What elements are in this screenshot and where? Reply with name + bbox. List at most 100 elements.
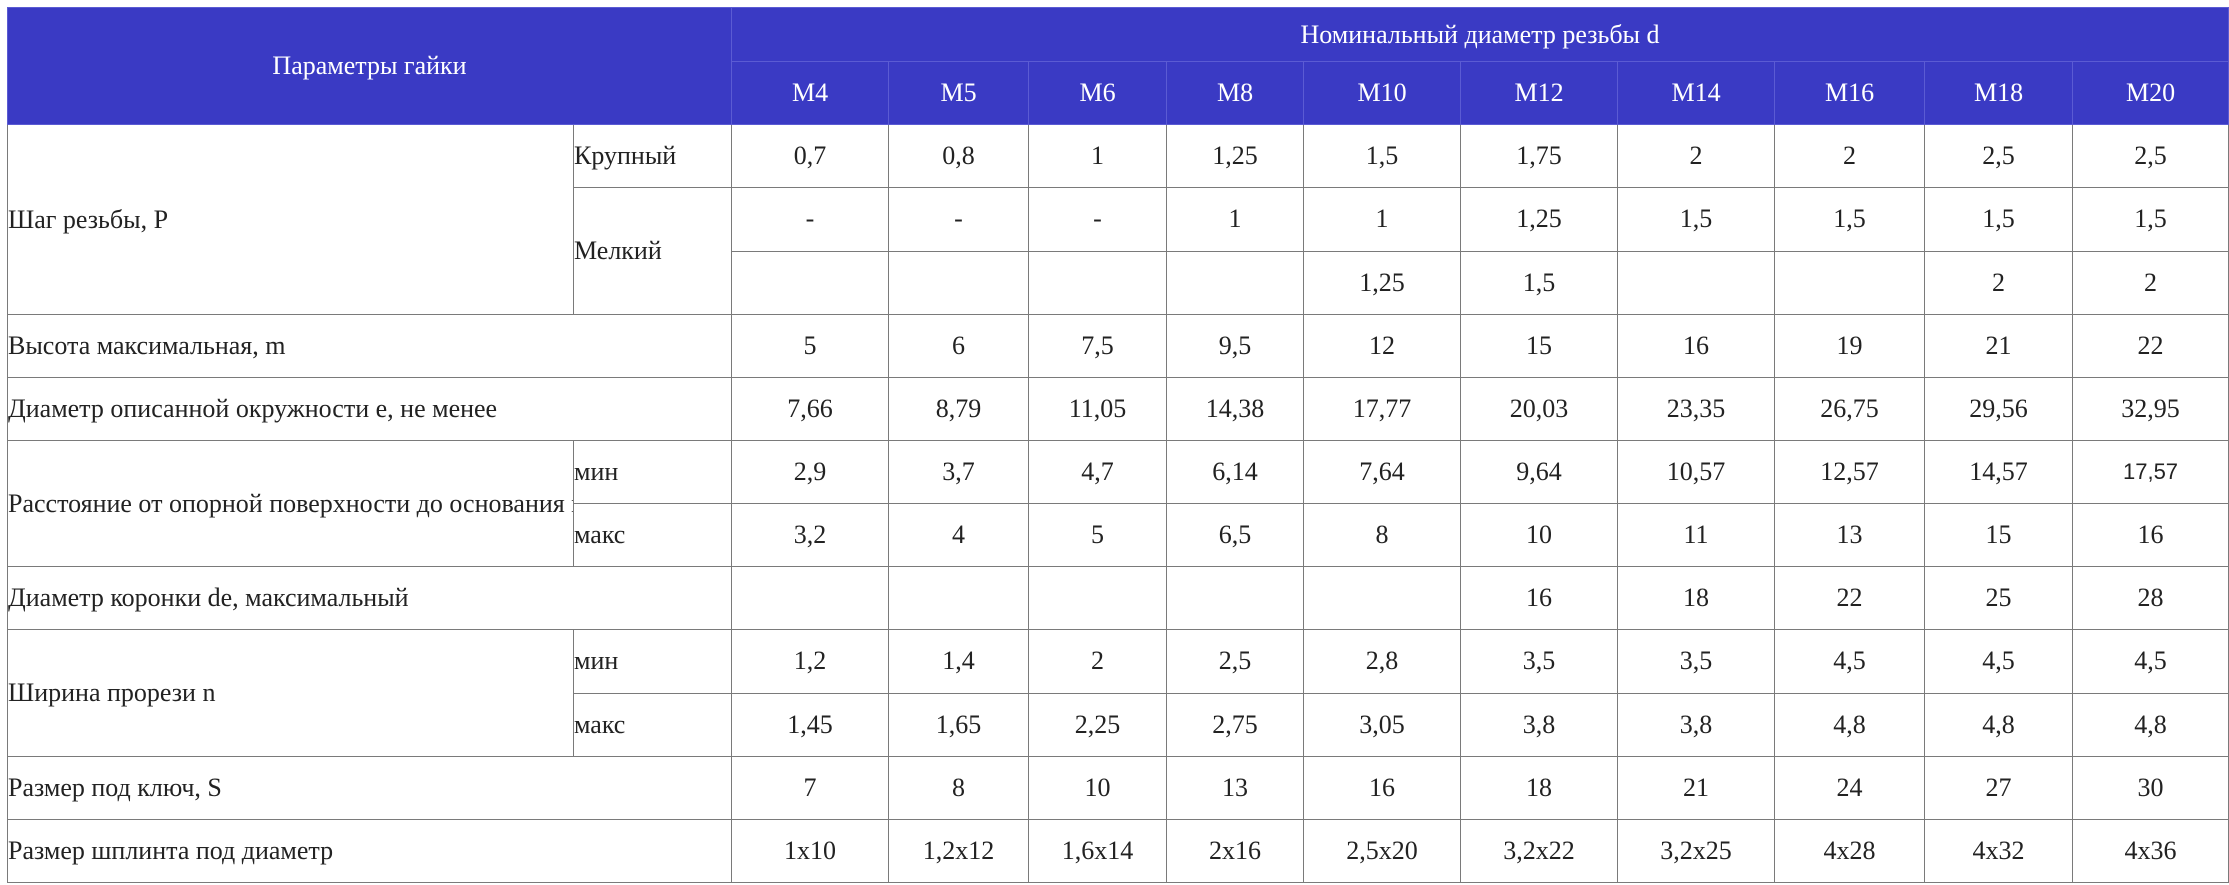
table-cell: 3,7: [888, 439, 1030, 505]
table-cell: 4: [888, 503, 1030, 568]
table-cell: 4,5: [1924, 629, 2074, 694]
table-cell: 1: [1166, 187, 1305, 252]
table-cell: 17,77: [1303, 376, 1462, 441]
table-cell: 2: [2072, 250, 2229, 315]
header-row-2: M4 M5 M6 M8 M10 M12 M14 M16 M18 M20: [8, 61, 2229, 126]
table-cell: 5: [731, 313, 890, 378]
table-cell: 1,6x14: [1028, 818, 1168, 884]
table-cell: 2,8: [1303, 629, 1462, 694]
table-cell: 1,45: [731, 692, 890, 757]
table-cell: 12,57: [1774, 439, 1926, 505]
fine-label: Мелкий: [572, 187, 733, 315]
table-cell: [1617, 250, 1776, 315]
table-cell: 14,57: [1924, 439, 2074, 505]
table-row-wrench-size: Размер под ключ, S 7 8 10 13 16 18 21 24…: [6, 755, 2229, 820]
table-row-pitch-fine-2: 1,25 1,5 2 2: [8, 250, 2229, 315]
table-cell: 19: [1774, 313, 1926, 378]
max-label: макс: [572, 692, 733, 757]
diameter-header: Номинальный диаметр резьбы d: [731, 6, 2229, 63]
table-cell: 2,75: [1166, 692, 1305, 757]
max-label: макс: [572, 503, 733, 568]
table-cell: -: [731, 187, 890, 252]
table-cell: 4,8: [1774, 692, 1926, 757]
table-cell: 1,2: [731, 629, 890, 694]
table-cell: [1028, 566, 1168, 631]
table-cell: 13: [1166, 755, 1305, 820]
size-header: M6: [1028, 61, 1168, 126]
table-cell: 1,65: [888, 692, 1030, 757]
nut-parameters-table: Параметры гайки Номинальный диаметр резь…: [6, 6, 2229, 884]
size-header: M4: [731, 61, 890, 126]
table-cell: 2: [1617, 124, 1776, 189]
table-cell: 11: [1617, 503, 1776, 568]
table-cell: 24: [1774, 755, 1926, 820]
table-cell: 15: [1460, 313, 1619, 378]
circumscribed-diameter-label: Диаметр описанной окружности e, не менее: [6, 376, 733, 441]
table-cell: 1,25: [1460, 187, 1619, 252]
table-cell: 29,56: [1924, 376, 2074, 441]
header-row-1: Параметры гайки Номинальный диаметр резь…: [6, 6, 2229, 126]
table-cell: 0,7: [731, 124, 890, 189]
table-cell: 1,75: [1460, 124, 1619, 189]
table-cell: 1x10: [731, 818, 890, 884]
table-cell: 15: [1924, 503, 2074, 568]
table-cell: 6,14: [1166, 439, 1305, 505]
table-cell: 18: [1617, 566, 1776, 631]
size-header: M12: [1460, 61, 1619, 126]
table-cell: 4x28: [1774, 818, 1926, 884]
table-cell: 2: [1028, 629, 1168, 694]
table-cell: 21: [1924, 313, 2074, 378]
table-cell: 4,5: [2072, 629, 2229, 694]
table-cell: [888, 250, 1030, 315]
table-row-pitch-coarse: Шаг резьбы, P Крупный 0,7 0,8 1 1,25 1,5…: [7, 124, 2229, 315]
table-cell: 1,4: [888, 629, 1030, 694]
table-row-distance-min: Расстояние от опорной поверхности до осн…: [7, 439, 2229, 568]
table-cell: 8: [888, 755, 1030, 820]
size-header: M16: [1774, 61, 1926, 126]
table-cell: 8: [1303, 503, 1462, 568]
table-cell: 11,05: [1028, 376, 1168, 441]
table-cell: 28: [2072, 566, 2229, 631]
table-cell: 18: [1460, 755, 1619, 820]
table-cell: 1: [1028, 124, 1168, 189]
size-header: M10: [1303, 61, 1462, 126]
table-row-pitch-fine-1: Мелкий - - - 1 1 1,25 1,5 1,5 1,5 1,5: [8, 187, 2229, 315]
table-cell: 1: [1303, 187, 1462, 252]
table-cell: 4x36: [2072, 818, 2229, 884]
table-cell: 4x32: [1924, 818, 2074, 884]
table-cell: 4,8: [2072, 692, 2229, 757]
table-cell: [1166, 566, 1305, 631]
table-cell: 0,8: [888, 124, 1030, 189]
table-cell: 2,25: [1028, 692, 1168, 757]
table-cell: 16: [1303, 755, 1462, 820]
table-cell: 3,5: [1460, 629, 1619, 694]
size-header: M5: [888, 61, 1030, 126]
table-row-crown-diameter: Диаметр коронки de, максимальный 16 18 2…: [6, 566, 2229, 631]
distance-label: Расстояние от опорной поверхности до осн…: [7, 439, 574, 568]
table-cell: 14,38: [1166, 376, 1305, 441]
table-cell: 4,8: [1924, 692, 2074, 757]
table-cell: [888, 566, 1030, 631]
table-cell: 1,5: [1460, 250, 1619, 315]
params-header: Параметры гайки: [6, 6, 733, 126]
table-cell: 6,5: [1166, 503, 1305, 568]
table-cell: 17,57: [2072, 439, 2229, 505]
table-cell: 6: [888, 313, 1030, 378]
table-cell: 1,5: [1774, 187, 1926, 252]
table-cell: 20,03: [1460, 376, 1619, 441]
table-cell: 1,2x12: [888, 818, 1030, 884]
table-cell: [1166, 250, 1305, 315]
slot-width-label: Ширина прорези n: [7, 629, 574, 757]
table-cell: 2,9: [731, 439, 890, 505]
table-cell: 21: [1617, 755, 1776, 820]
table-cell: 10: [1028, 755, 1168, 820]
table-cell: 5: [1028, 503, 1168, 568]
height-label: Высота максимальная, m: [6, 313, 733, 378]
table-cell: 2: [1774, 124, 1926, 189]
table-cell: 1,5: [1924, 187, 2074, 252]
table-row-circumscribed-diameter: Диаметр описанной окружности e, не менее…: [6, 376, 2229, 441]
min-label: мин: [572, 439, 733, 505]
table-cell: 7,66: [731, 376, 890, 441]
table-cell: 1,5: [2072, 187, 2229, 252]
table-cell: 2x16: [1166, 818, 1305, 884]
